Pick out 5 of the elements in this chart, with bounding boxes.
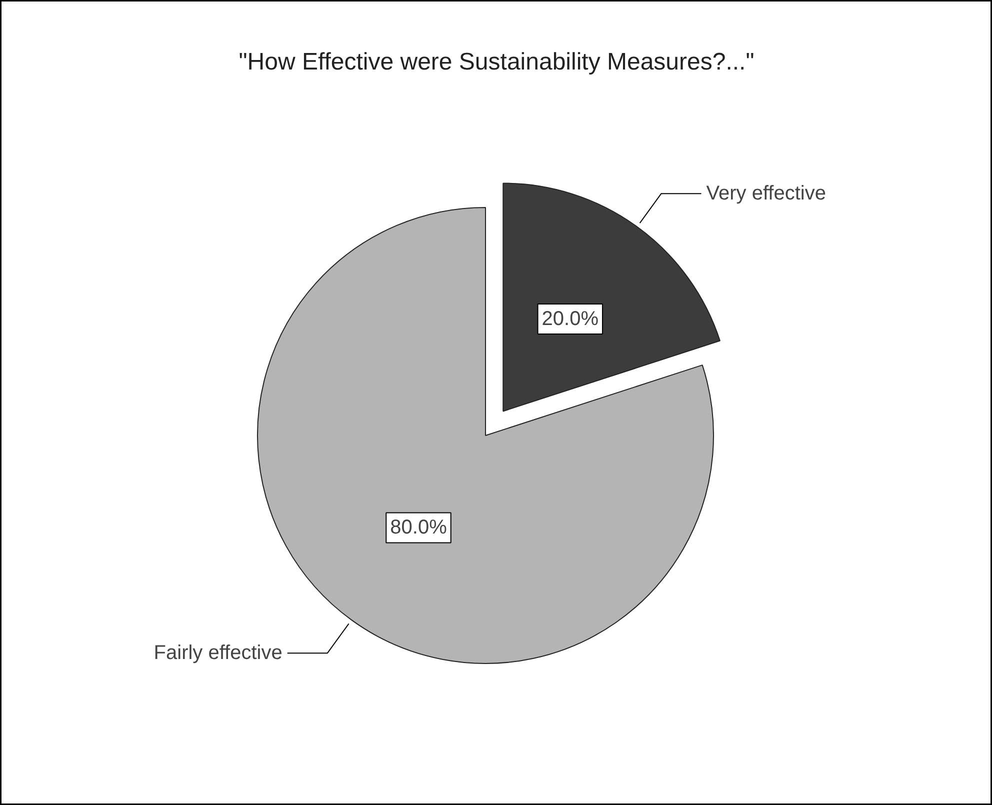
chart-title: "How Effective were Sustainability Measures?..." bbox=[238, 48, 754, 76]
slice-label: Very effective bbox=[706, 182, 826, 205]
data-label: 20.0% bbox=[542, 308, 599, 330]
slice-label: Fairly effective bbox=[154, 642, 282, 664]
data-label: 80.0% bbox=[390, 516, 448, 539]
